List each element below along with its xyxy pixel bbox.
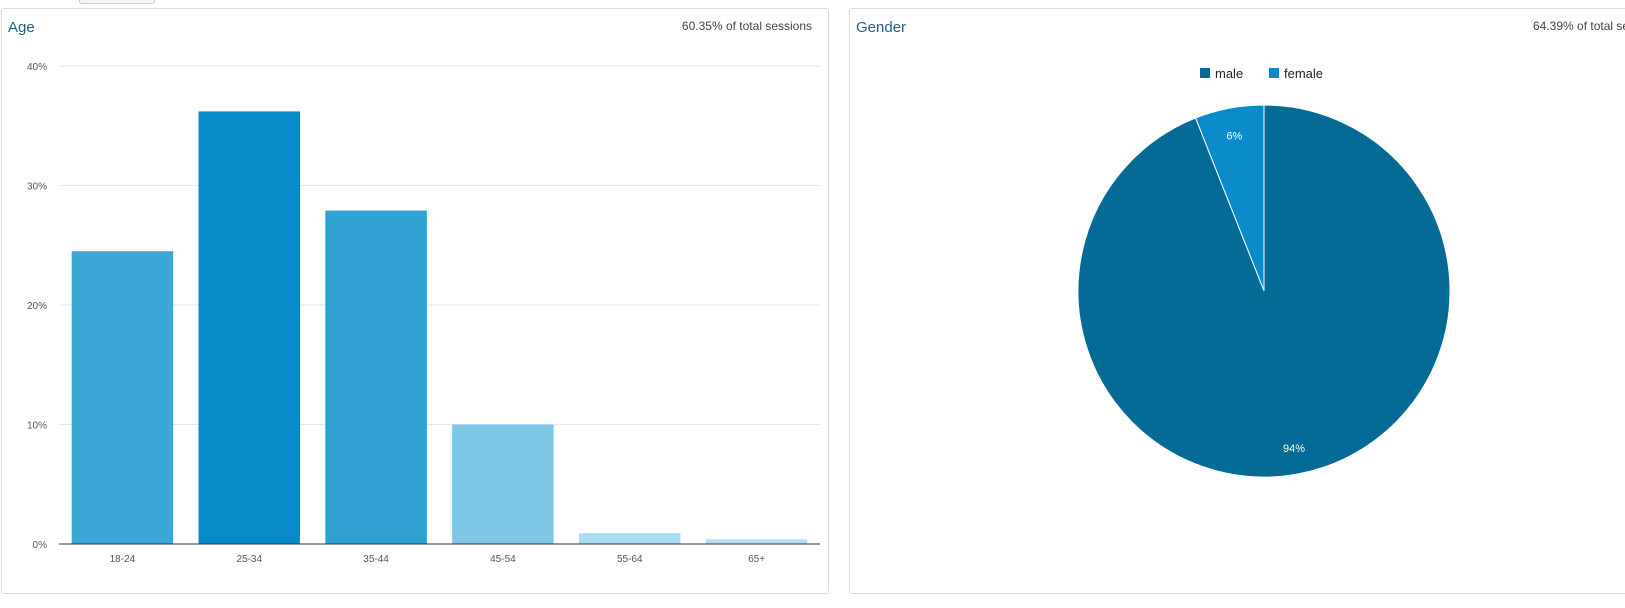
pie-slice-male[interactable] xyxy=(1077,104,1451,478)
x-tick-label: 45-54 xyxy=(490,554,516,565)
x-tick-label: 25-34 xyxy=(236,554,262,565)
x-tick-label: 55-64 xyxy=(617,554,643,565)
legend-swatch-female xyxy=(1269,68,1279,78)
age-bar-chart: 0% 10% 20% 30% 40% 18-24 25-34 35-44 45-54 55-64 6… xyxy=(27,62,820,565)
legend-label-female[interactable]: female xyxy=(1284,66,1323,81)
bar-18-24[interactable] xyxy=(71,251,174,544)
gender-chart-title: Gender xyxy=(856,19,907,36)
age-chart-title: Age xyxy=(8,19,35,36)
x-tick-label: 18-24 xyxy=(110,554,136,565)
bar-35-44[interactable] xyxy=(325,210,427,544)
gender-chart-subtitle: 64.39% of total sessions xyxy=(1533,19,1625,33)
pie-label-female: 6% xyxy=(1226,131,1242,143)
y-tick-label: 0% xyxy=(33,540,48,551)
legend-swatch-male xyxy=(1200,68,1210,78)
bar-65+[interactable] xyxy=(705,539,808,544)
bar-25-34[interactable] xyxy=(198,111,300,544)
top-tab-button[interactable] xyxy=(79,0,155,4)
age-chart-card: Age 60.35% of total sessions 0% 10% 20% 30%… xyxy=(1,8,829,594)
pie-label-male: 94% xyxy=(1283,443,1305,455)
age-chart-subtitle: 60.35% of total sessions xyxy=(681,19,812,33)
y-tick-label: 40% xyxy=(27,62,47,73)
x-tick-label: 35-44 xyxy=(363,554,389,565)
legend-label-male[interactable]: male xyxy=(1215,66,1243,81)
gender-pie-chart: male female 6% 94% xyxy=(1077,66,1451,478)
gender-chart-card: Gender 64.39% of total sessions male fema… xyxy=(849,8,1625,594)
y-tick-label: 10% xyxy=(27,421,47,432)
y-tick-label: 30% xyxy=(27,182,47,193)
x-tick-label: 65+ xyxy=(748,554,765,565)
bar-45-54[interactable] xyxy=(452,424,554,545)
y-tick-label: 20% xyxy=(27,301,47,312)
bar-55-64[interactable] xyxy=(579,533,681,544)
